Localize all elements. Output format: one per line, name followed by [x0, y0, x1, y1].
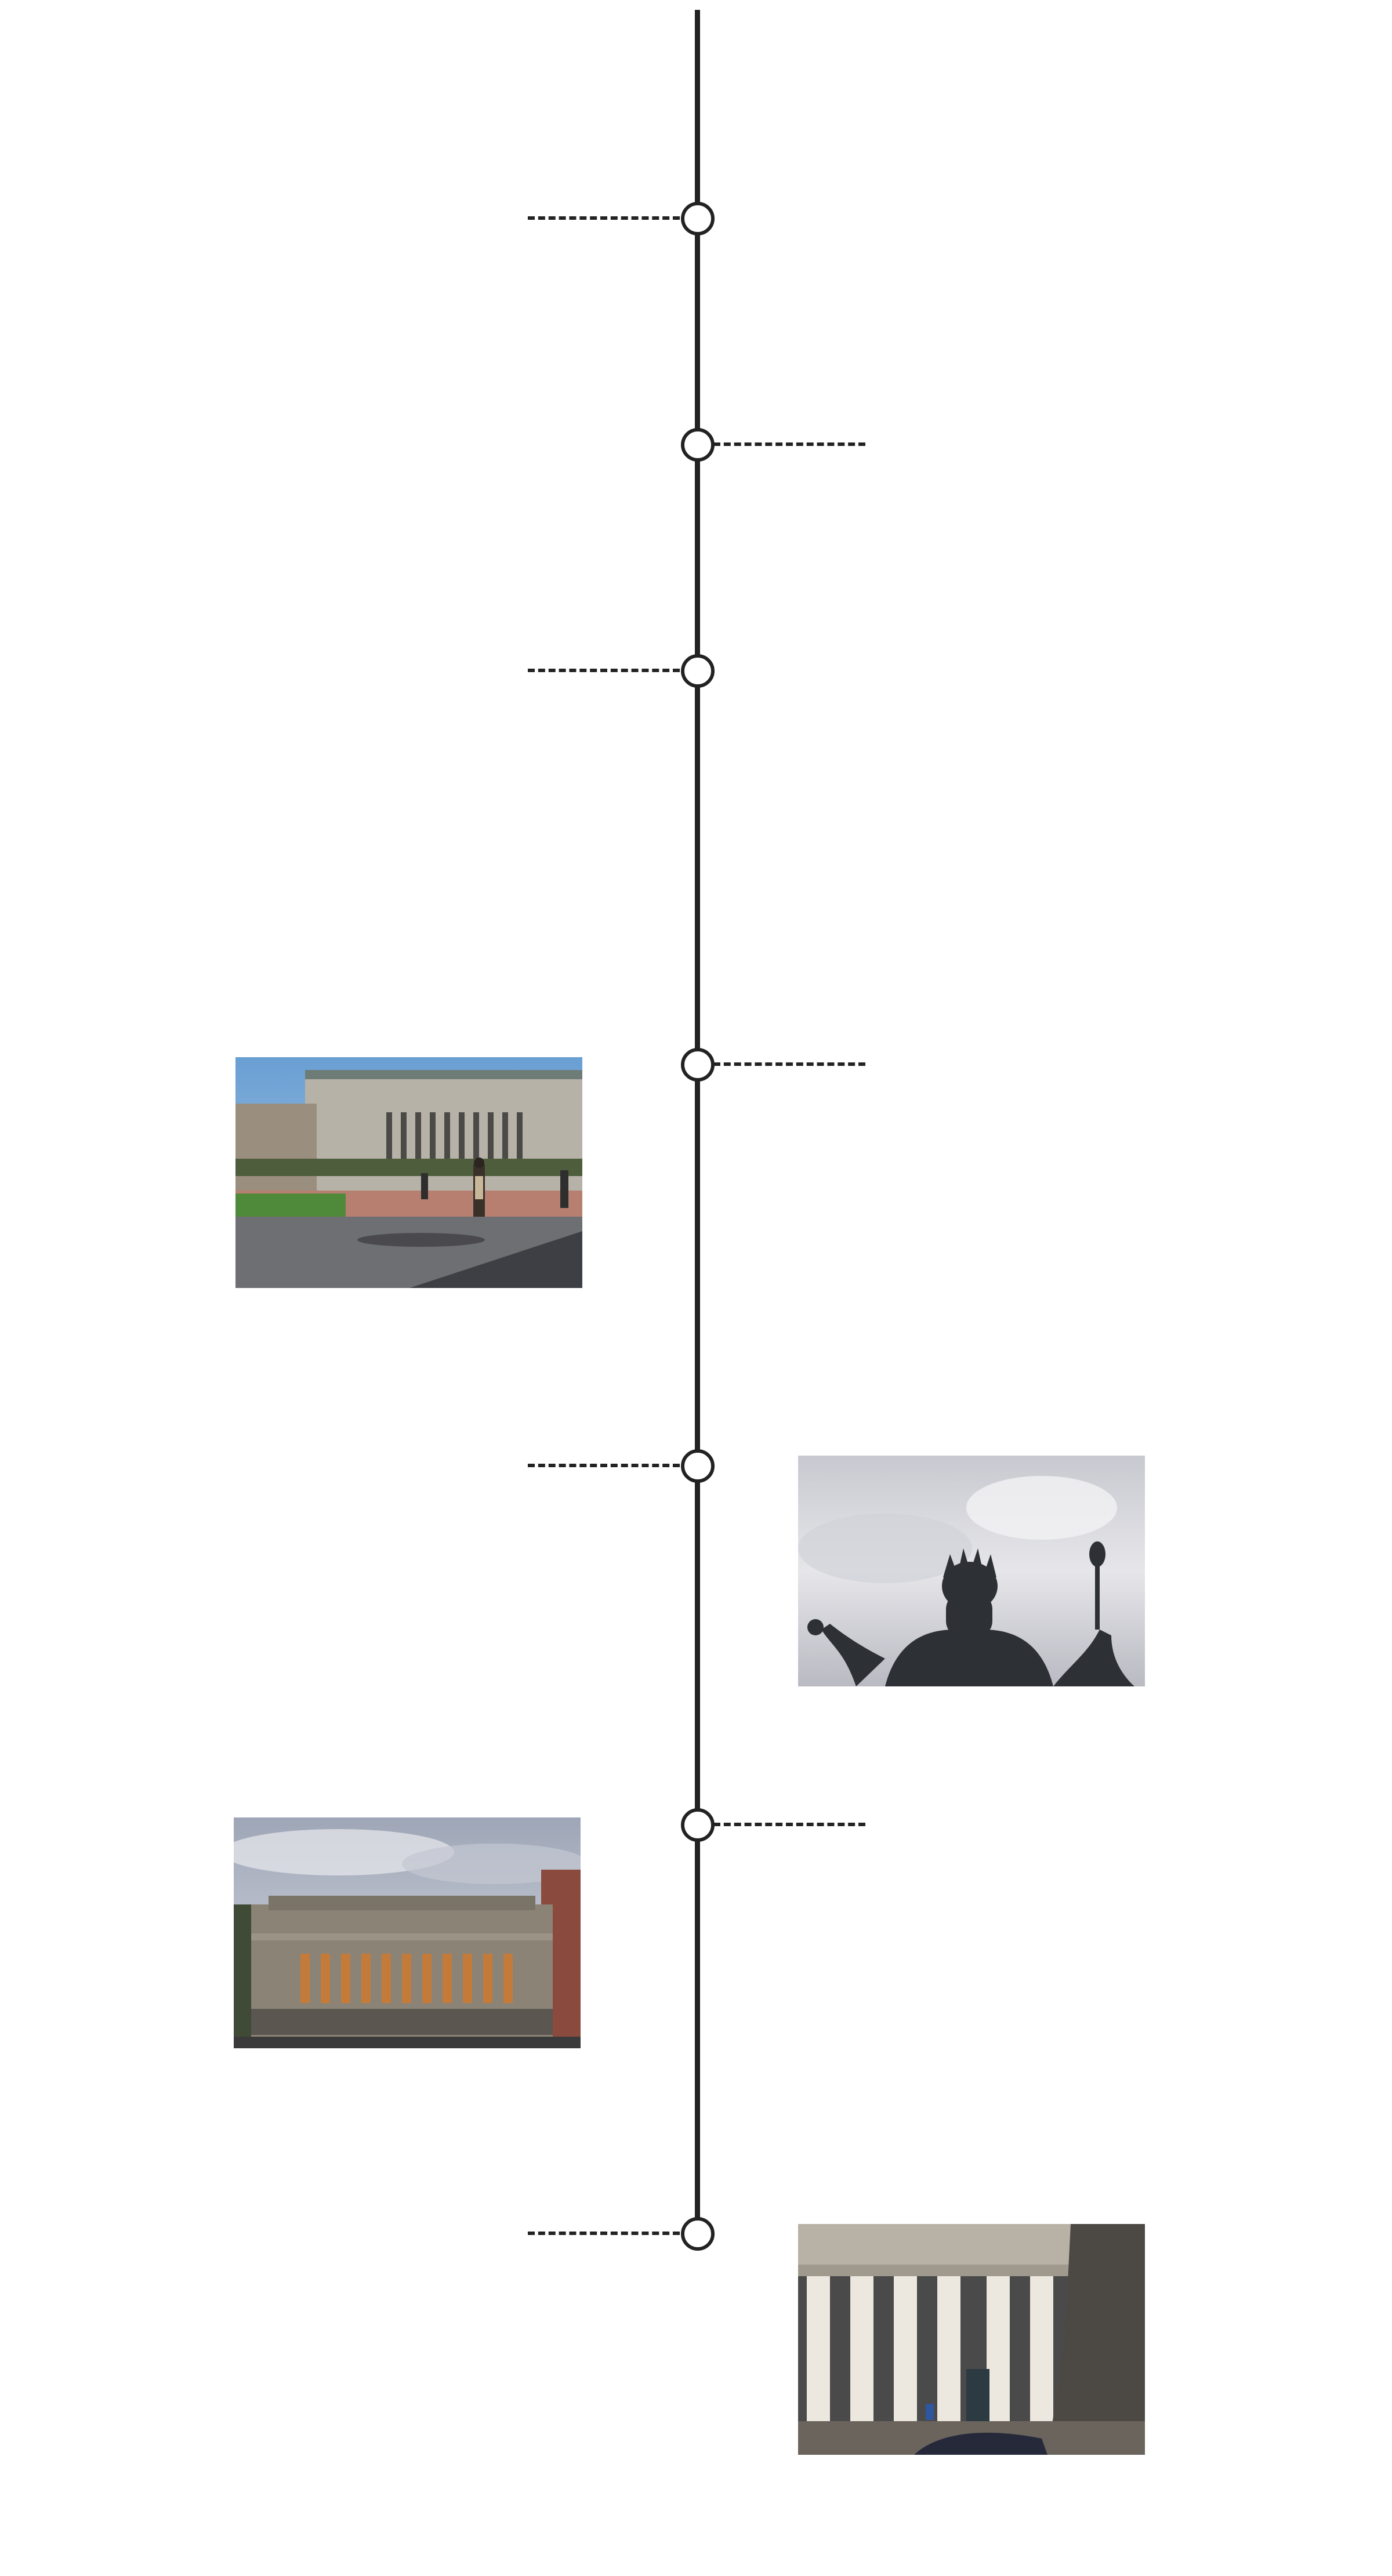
timeline-axis [695, 10, 700, 2236]
campus-plaza-photo[interactable] [235, 1057, 582, 1288]
timeline-node-1[interactable] [681, 202, 715, 235]
library-building-photo[interactable] [234, 1817, 581, 2048]
timeline-connector-1 [528, 216, 680, 220]
timeline-connector-4 [713, 1062, 865, 1066]
timeline-node-5[interactable] [681, 1449, 715, 1483]
timeline-node-2[interactable] [681, 428, 715, 462]
timeline-connector-7 [528, 2232, 680, 2235]
statue-photo[interactable] [798, 1456, 1145, 1686]
timeline-node-3[interactable] [681, 654, 715, 688]
timeline-connector-3 [528, 669, 680, 672]
timeline-connector-5 [528, 1464, 680, 1467]
timeline-node-6[interactable] [681, 1808, 715, 1842]
timeline-node-4[interactable] [681, 1048, 715, 1082]
colonnade-photo[interactable] [798, 2224, 1145, 2455]
timeline-connector-2 [713, 442, 865, 446]
timeline-connector-6 [713, 1823, 865, 1826]
timeline-node-7[interactable] [681, 2217, 715, 2251]
